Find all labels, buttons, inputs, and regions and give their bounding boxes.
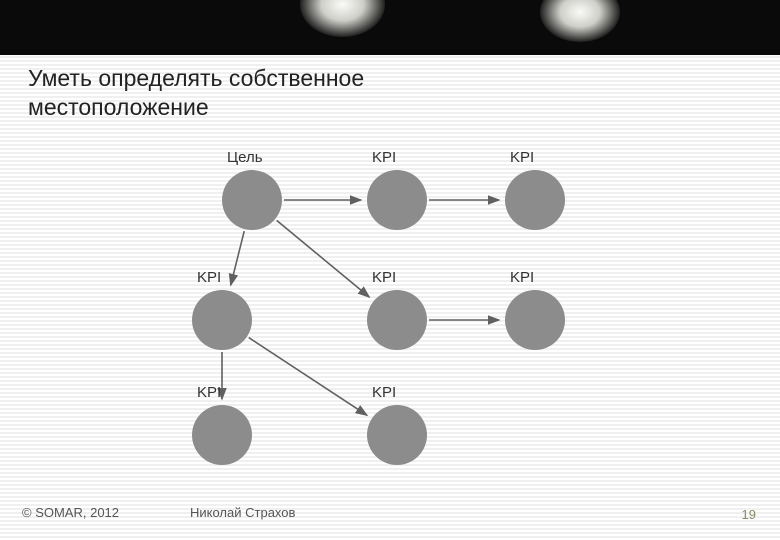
nodes-layer: Цель KPI KPI KPI KPI KPI KPI KPI [192, 149, 565, 465]
node-circle [367, 290, 427, 350]
page-number: 19 [742, 507, 756, 522]
author: Николай Страхов [190, 505, 295, 520]
node-circle [505, 170, 565, 230]
edge [249, 338, 367, 416]
node-label: KPI [372, 269, 396, 286]
node-label: KPI [372, 384, 396, 401]
node-circle [367, 405, 427, 465]
node-label: KPI [510, 149, 534, 166]
edges-layer [222, 200, 499, 415]
kpi-diagram: Цель KPI KPI KPI KPI KPI KPI KPI [0, 0, 780, 540]
node-label: KPI [197, 384, 221, 401]
node-circle [222, 170, 282, 230]
node-circle [192, 405, 252, 465]
node-circle [192, 290, 252, 350]
edge [231, 231, 245, 285]
node-label: Цель [227, 149, 263, 166]
node-label: KPI [372, 149, 396, 166]
edge [277, 220, 370, 297]
copyright: © SOMAR, 2012 [22, 505, 119, 520]
node-circle [505, 290, 565, 350]
node-label: KPI [510, 269, 534, 286]
node-circle [367, 170, 427, 230]
node-label: KPI [197, 269, 221, 286]
